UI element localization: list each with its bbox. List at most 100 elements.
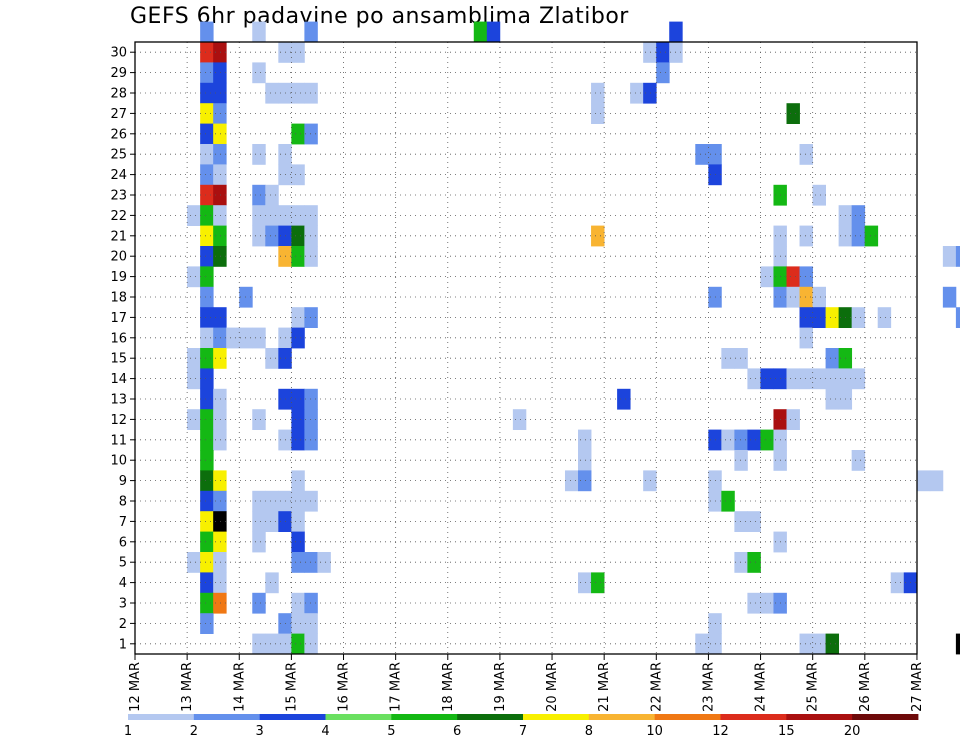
colorbar-label: 10	[646, 724, 663, 739]
heatmap-cell	[916, 470, 931, 492]
heatmap-cell	[200, 205, 214, 226]
heatmap-cell	[304, 205, 318, 226]
heatmap-cell	[799, 266, 813, 288]
heatmap-cell	[200, 164, 214, 186]
heatmap-cell	[304, 490, 318, 512]
heatmap-cell	[291, 633, 305, 655]
heatmap-cell	[564, 470, 579, 492]
colorbar-swatch	[457, 714, 524, 720]
heatmap-cell	[877, 307, 892, 328]
heatmap-cell	[799, 307, 813, 328]
x-tick-label: 13 MAR	[180, 662, 195, 712]
heatmap-cell	[825, 307, 840, 328]
heatmap-cell	[213, 429, 227, 451]
y-tick-label: 15	[110, 352, 127, 367]
heatmap-cell	[578, 470, 592, 492]
colorbar-label: 5	[387, 724, 395, 739]
heatmap-cell	[695, 144, 709, 165]
y-tick-label: 30	[110, 46, 127, 61]
heatmap-cell	[291, 307, 305, 328]
heatmap-cell	[213, 246, 227, 267]
heatmap-cell	[799, 225, 813, 247]
colorbar-label: 15	[778, 724, 795, 739]
heatmap-cell	[695, 633, 709, 655]
y-tick-label: 5	[119, 556, 127, 571]
y-tick-label: 17	[110, 311, 127, 326]
heatmap-cell	[799, 144, 813, 165]
heatmap-cell	[317, 552, 331, 573]
heatmap-cell	[252, 62, 266, 84]
heatmap-cell	[252, 409, 266, 430]
heatmap-cell	[252, 21, 266, 43]
heatmap-cell	[252, 225, 266, 247]
heatmap-cell	[473, 21, 488, 43]
colorbar-swatch	[654, 714, 721, 720]
heatmap-cell	[213, 592, 227, 614]
colorbar-label: 8	[585, 724, 593, 739]
heatmap-cell	[291, 388, 305, 410]
y-tick-label: 8	[119, 495, 127, 510]
colorbar-label: 6	[453, 724, 461, 739]
y-tick-label: 12	[110, 413, 127, 428]
heatmap-cell	[304, 82, 318, 104]
heatmap-cell	[304, 633, 318, 655]
heatmap-cell	[213, 388, 227, 410]
x-tick-label: 25 MAR	[806, 662, 821, 712]
heatmap-cell	[721, 490, 735, 512]
y-tick-label: 4	[119, 576, 127, 591]
y-tick-label: 21	[110, 229, 127, 244]
heatmap-cell	[213, 62, 227, 84]
heatmap-cell	[812, 184, 826, 206]
heatmap-cell	[786, 368, 800, 390]
heatmap-cell	[252, 633, 266, 655]
x-tick-label: 20 MAR	[545, 662, 560, 712]
heatmap-cell	[799, 633, 813, 655]
heatmap-cell	[200, 286, 214, 308]
heatmap-cell	[200, 144, 214, 165]
heatmap-cell	[721, 429, 735, 451]
heatmap-cell	[200, 246, 214, 267]
heatmap-cell	[200, 103, 214, 124]
heatmap-cell	[213, 103, 227, 124]
y-tick-label: 1	[119, 637, 127, 652]
colorbar-swatch	[325, 714, 392, 720]
heatmap-cell	[656, 62, 670, 84]
y-tick-label: 10	[110, 454, 127, 469]
y-tick-label: 29	[110, 66, 127, 81]
heatmap-cell	[213, 205, 227, 226]
y-tick-label: 13	[110, 393, 127, 408]
heatmap-cell	[799, 368, 813, 390]
heatmap-cell	[213, 327, 227, 349]
heatmap-cell	[825, 348, 840, 369]
heatmap-cell	[760, 429, 774, 451]
heatmap-cell	[200, 450, 214, 471]
heatmap-cell	[291, 205, 305, 226]
heatmap-cell	[890, 572, 905, 594]
heatmap-cell	[851, 450, 866, 471]
heatmap-cell	[252, 184, 266, 206]
y-tick-label: 7	[119, 515, 127, 530]
heatmap-cell	[304, 225, 318, 247]
colorbar-swatch	[786, 714, 853, 720]
x-tick-label: 15 MAR	[284, 662, 299, 712]
heatmap-cell	[252, 327, 266, 349]
heatmap-cell	[643, 82, 657, 104]
heatmap-cell	[213, 82, 227, 104]
heatmap-cell	[734, 552, 748, 573]
heatmap-cell	[265, 348, 279, 369]
x-tick-label: 27 MAR	[910, 662, 925, 712]
y-tick-label: 9	[119, 474, 127, 489]
heatmap-cell	[304, 409, 318, 430]
heatmap-cell	[213, 225, 227, 247]
heatmap-cell	[786, 286, 800, 308]
heatmap-cell	[734, 450, 748, 471]
heatmap-cell	[291, 613, 305, 634]
heatmap-cell	[200, 123, 214, 145]
heatmap-cell	[265, 633, 279, 655]
heatmap-cell	[200, 266, 214, 288]
heatmap-cell	[200, 511, 214, 532]
heatmap-cell	[291, 490, 305, 512]
x-tick-label: 14 MAR	[232, 662, 247, 712]
heatmap-cell	[200, 62, 214, 84]
heatmap-cell	[591, 103, 605, 124]
